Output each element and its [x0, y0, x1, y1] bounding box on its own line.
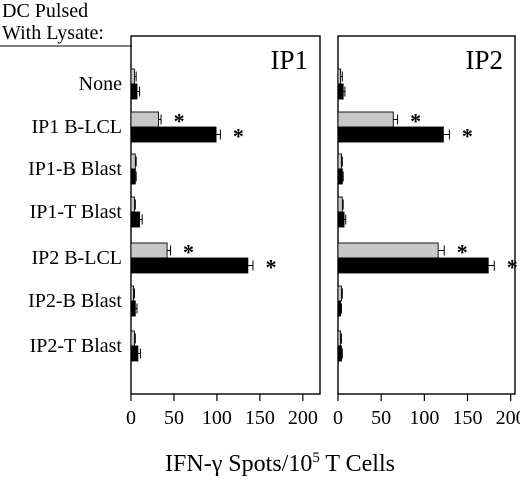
bar-ip2-grey-ip1-t-blast	[337, 196, 343, 213]
bar-ip1-grey-ip2-t-blast	[130, 330, 135, 347]
bar-ip2-black-ip1-b-lcl	[337, 126, 444, 143]
category-label-ip2-b-lcl: IP2 B-LCL	[31, 247, 122, 269]
category-label-ip1-b-blast: IP1-B Blast	[28, 158, 122, 180]
header-line-1: DC Pulsed	[2, 0, 89, 22]
x-axis-title-tail: T Cells	[319, 451, 395, 477]
category-label-ip1-b-lcl: IP1 B-LCL	[31, 116, 122, 138]
significance-ip1-black-ip1-b-lcl: *	[233, 124, 244, 149]
x-tick-label-ip1-0: 0	[126, 407, 136, 429]
bar-ip1-grey-ip2-b-lcl	[130, 242, 168, 259]
x-tick-label-ip1-50: 50	[164, 407, 184, 429]
significance-ip2-grey-ip2-b-lcl: *	[457, 240, 468, 265]
bar-ip2-grey-ip2-b-lcl	[337, 242, 439, 259]
bar-ip2-grey-ip2-t-blast	[337, 330, 342, 347]
x-axis-title: IFN-γ Spots/105 T Cells	[0, 450, 520, 478]
bar-ip1-black-ip1-b-blast	[130, 168, 136, 185]
bar-ip1-grey-ip1-b-blast	[130, 153, 136, 170]
x-tick-label-ip2-100: 100	[409, 407, 439, 429]
x-tick-label-ip1-100: 100	[202, 407, 232, 429]
bar-ip2-grey-none	[337, 68, 342, 85]
bar-ip2-grey-ip1-b-blast	[337, 153, 342, 170]
x-tick-label-ip2-50: 50	[371, 407, 391, 429]
panel-title-ip2: IP2	[465, 45, 503, 75]
bar-ip1-grey-ip1-b-lcl	[130, 111, 159, 128]
bar-ip1-grey-none	[130, 68, 135, 85]
bar-ip1-grey-ip1-t-blast	[130, 196, 135, 213]
x-tick-label-ip2-0: 0	[333, 407, 343, 429]
bar-ip2-black-ip2-t-blast	[337, 345, 342, 362]
category-label-ip2-t-blast: IP2-T Blast	[30, 335, 123, 357]
bar-ip2-black-ip1-t-blast	[337, 211, 345, 228]
x-tick-label-ip2-200: 200	[496, 407, 520, 429]
bar-ip1-black-ip1-t-blast	[130, 211, 141, 228]
significance-ip1-grey-ip2-b-lcl: *	[183, 240, 194, 265]
significance-ip1-grey-ip1-b-lcl: *	[174, 109, 185, 134]
bar-ip2-grey-ip1-b-lcl	[337, 111, 394, 128]
category-label-none: None	[79, 73, 122, 95]
significance-ip2-grey-ip1-b-lcl: *	[410, 109, 421, 134]
bar-ip1-black-ip2-b-blast	[130, 300, 136, 317]
category-labels: None IP1 B-LCL IP1-B Blast IP1-T Blast IP2 B…	[28, 73, 122, 357]
bar-ip1-black-ip1-b-lcl	[130, 126, 217, 143]
bar-ip2-black-ip2-b-blast	[337, 300, 342, 317]
significance-ip1-black-ip2-b-lcl: *	[265, 255, 276, 280]
category-label-ip1-t-blast: IP1-T Blast	[30, 201, 123, 223]
x-axis-title-exponent: 5	[312, 450, 320, 466]
pulsed-header: DC Pulsed With Lysate:	[2, 0, 132, 44]
significance-ip2-black-ip1-b-lcl: *	[462, 124, 473, 149]
significance-ip2-black-ip2-b-lcl: *	[507, 255, 518, 280]
panel-frame-ip1	[130, 35, 321, 395]
panel-frame-ip2	[337, 35, 516, 395]
x-tick-label-ip2-150: 150	[453, 407, 483, 429]
panel-ip1: IP1 0 50 100 150 200 * * * *	[126, 35, 321, 429]
x-tick-label-ip1-150: 150	[245, 407, 275, 429]
bar-ip2-grey-ip2-b-blast	[337, 285, 342, 302]
bar-ip2-black-ip2-b-lcl	[337, 257, 489, 274]
x-axis-title-main: IFN-γ Spots/10	[165, 451, 313, 477]
bar-ip2-black-none	[337, 83, 344, 100]
panel-ip2: IP2 0 50 100 150 200 * * * *	[333, 35, 520, 429]
bar-ip1-grey-ip2-b-blast	[130, 285, 135, 302]
panel-title-ip1: IP1	[270, 45, 308, 75]
bar-ip1-black-ip2-t-blast	[130, 345, 139, 362]
bar-ip2-black-ip1-b-blast	[337, 168, 343, 185]
bar-ip1-black-ip2-b-lcl	[130, 257, 249, 274]
x-tick-label-ip1-200: 200	[288, 407, 318, 429]
category-label-ip2-b-blast: IP2-B Blast	[28, 290, 122, 312]
bar-ip1-black-none	[130, 83, 138, 100]
header-line-2: With Lysate:	[2, 22, 104, 44]
